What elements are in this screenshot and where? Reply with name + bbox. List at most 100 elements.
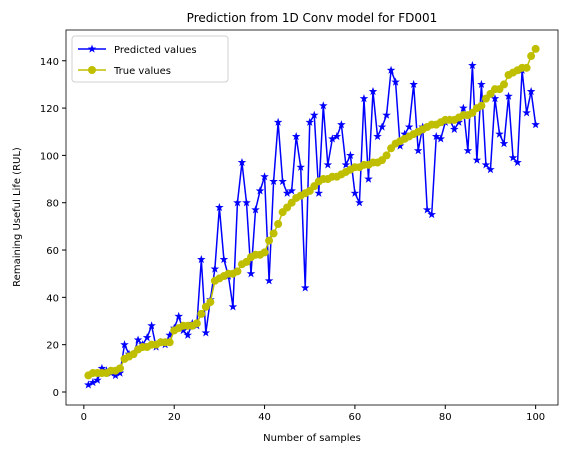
marker [291,131,301,141]
plot-frame [65,29,559,406]
x-tick-label: 0 [81,412,87,423]
marker [527,52,536,61]
legend-marker [87,44,97,53]
marker [233,267,242,276]
marker [404,122,414,131]
marker [93,375,102,384]
marker [400,129,409,138]
marker [508,153,518,162]
marker [413,146,423,155]
marker [355,198,364,207]
marker [210,264,220,273]
marker [165,338,174,347]
marker [296,162,305,171]
marker [382,110,391,119]
marker [237,157,247,167]
marker [88,378,98,387]
marker [142,333,152,342]
marker [269,229,278,238]
marker [477,101,486,110]
marker [314,188,324,197]
marker [395,141,405,150]
y-tick-label: 80 [46,199,59,210]
marker [120,340,129,349]
marker [197,309,206,318]
x-tick-label: 40 [258,412,271,423]
marker [499,139,509,148]
y-tick-label: 20 [46,341,59,352]
chart-title: Prediction from 1D Conv model for FD001 [187,11,438,25]
marker [531,44,540,53]
marker [477,79,486,89]
marker [454,117,464,126]
y-axis-label: Remaining Useful Life (RUL) [12,147,23,287]
marker [373,131,382,141]
marker [427,210,436,219]
marker [183,330,193,339]
marker [323,160,333,169]
marker [522,108,531,117]
marker [251,205,260,214]
marker [206,298,215,307]
legend-label: True values [113,66,171,77]
marker [346,150,355,160]
y-tick-label: 40 [46,293,59,304]
marker [278,176,287,186]
marker [328,134,337,143]
series-line [88,48,537,377]
marker [260,248,269,257]
y-tick-label: 60 [46,246,59,257]
marker [115,368,125,377]
marker [147,321,156,330]
marker [111,370,120,380]
marker [246,269,256,278]
marker [341,160,351,169]
marker [463,146,473,155]
legend-marker [88,66,96,74]
legend-box [71,35,229,83]
marker [201,328,211,337]
marker [526,87,536,96]
marker [332,131,342,141]
y-tick-label: 120 [40,104,59,115]
marker [174,311,183,320]
marker [97,363,107,372]
marker [472,155,482,164]
marker [287,186,296,195]
marker [504,91,513,100]
marker [282,188,292,197]
marker [300,283,310,292]
marker [215,202,224,212]
marker [436,134,446,143]
marker [359,94,369,103]
x-tick-label: 20 [168,412,181,423]
marker [115,364,124,373]
marker [513,157,522,167]
y-tick-label: 140 [40,57,59,68]
marker [192,319,201,328]
marker [265,236,274,245]
x-tick-label: 60 [349,412,362,423]
marker [133,335,143,344]
marker [309,110,319,119]
marker [242,198,251,207]
marker [391,77,400,86]
marker [490,94,500,103]
marker [305,117,315,126]
marker [319,101,328,110]
marker [368,87,378,96]
marker [255,186,265,195]
marker [178,325,188,335]
x-axis-label: Number of samples [263,433,361,444]
marker [269,176,278,186]
marker [274,220,283,229]
marker [531,120,540,129]
marker [84,380,93,389]
marker [273,117,283,126]
legend-label: Predicted values [114,45,197,56]
marker [337,120,346,129]
marker [431,131,441,141]
x-tick-label: 100 [526,412,545,423]
marker [409,79,418,89]
marker [500,80,509,89]
